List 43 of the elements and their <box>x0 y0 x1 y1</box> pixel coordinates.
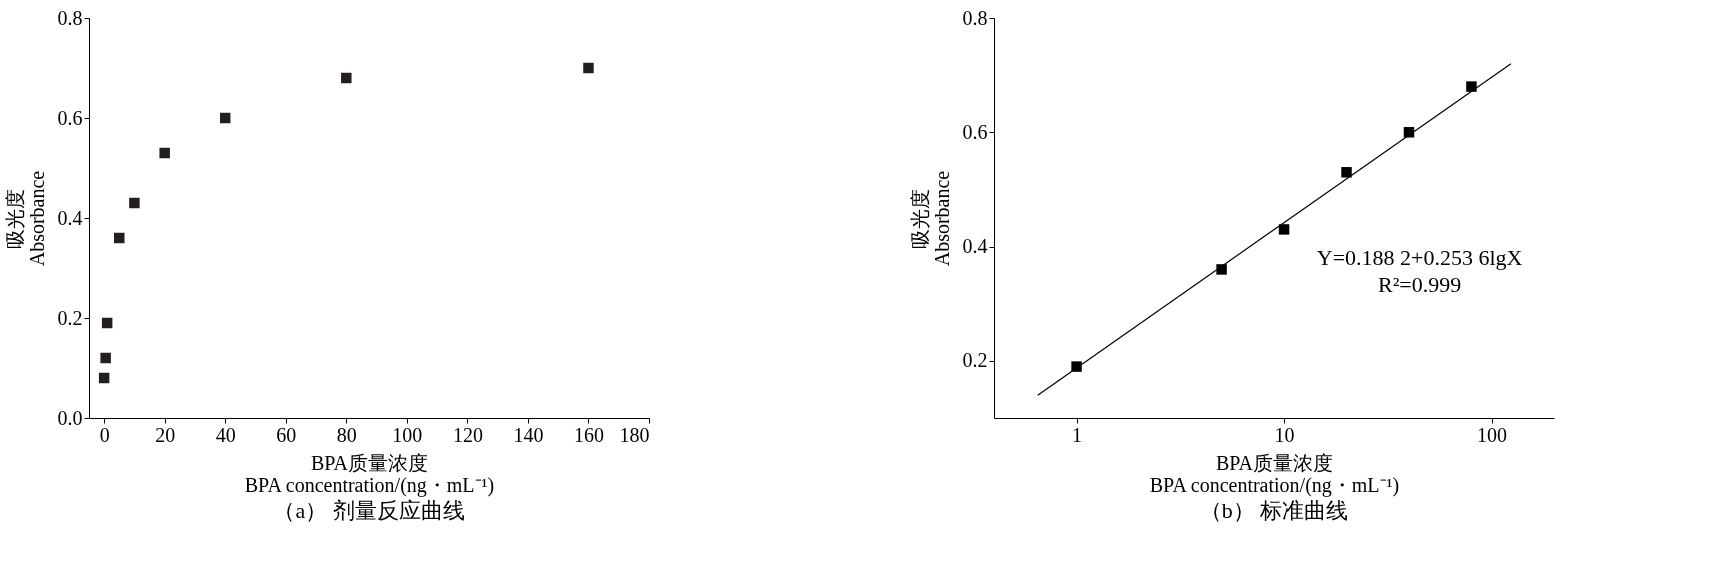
point <box>114 232 125 244</box>
y-tick-label: 0.8 <box>57 6 83 29</box>
x-axis-title: BPA质量浓度 BPA concentration/(ng・mL⁻¹) <box>244 451 495 497</box>
y-tick-label: 0.6 <box>962 120 988 143</box>
x-tick-label: 100 <box>1477 423 1508 446</box>
point <box>341 72 352 84</box>
x-axis-title: BPA质量浓度 BPA concentration/(ng・mL⁻¹) <box>1149 451 1400 497</box>
point <box>1341 167 1352 178</box>
point <box>98 372 110 384</box>
x-tick-label: 10 <box>1274 423 1295 446</box>
point <box>1278 224 1290 235</box>
y-tick-label: 0.0 <box>57 406 83 429</box>
point <box>159 147 170 159</box>
annotation: Y=0.188 2+0.253 6lgX <box>1316 245 1523 270</box>
y-tick-label: 0.2 <box>962 349 988 372</box>
annotation: R²=0.999 <box>1378 272 1462 297</box>
point <box>100 352 111 364</box>
x-tick-label: 180 <box>619 423 650 446</box>
y-axis-title: 吸光度 Absorbance <box>908 170 953 267</box>
y-tick-label: 0.2 <box>57 306 83 329</box>
x-tick-label: 20 <box>155 423 176 446</box>
y-tick-label: 0.8 <box>962 6 988 29</box>
x-tick-label: 160 <box>573 423 604 446</box>
text: （b） 标准曲线 <box>1199 498 1349 523</box>
y-tick-label: 0.4 <box>962 235 988 258</box>
point <box>219 112 231 124</box>
x-tick-label: 100 <box>392 423 423 446</box>
x-tick-label: 140 <box>513 423 544 446</box>
x-tick-label: 1 <box>1072 423 1083 446</box>
x-tick-label: 120 <box>452 423 483 446</box>
point <box>1216 264 1227 275</box>
y-tick-label: 0.4 <box>57 206 83 229</box>
point <box>1466 81 1477 92</box>
x-tick-label: 40 <box>215 423 236 446</box>
x-tick-label: 60 <box>276 423 297 446</box>
x-tick-label: 80 <box>336 423 357 446</box>
point <box>129 197 140 209</box>
y-axis-title: 吸光度 Absorbance <box>3 170 48 267</box>
point <box>583 62 594 74</box>
text: （a） 剂量反应曲线 <box>273 498 465 523</box>
x-tick-label: 0 <box>99 423 110 446</box>
y-tick-label: 0.6 <box>57 106 83 129</box>
point <box>101 317 113 329</box>
